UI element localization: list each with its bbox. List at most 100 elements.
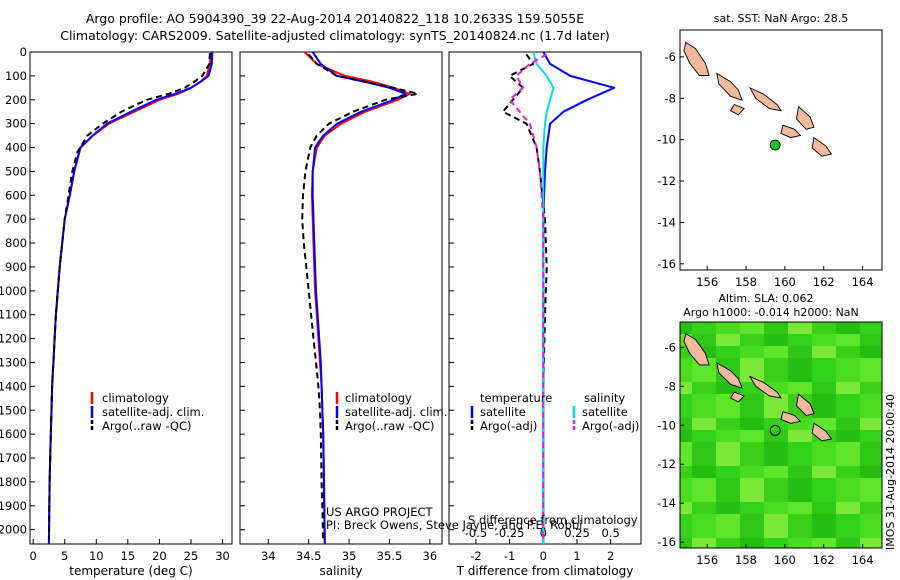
sla-cell — [680, 382, 692, 394]
sla-cell — [848, 322, 860, 334]
sla-cell — [860, 478, 872, 490]
sla-cell — [800, 346, 812, 358]
island-shape — [811, 422, 833, 442]
sla-cell — [860, 406, 872, 418]
sla-cell — [836, 370, 848, 382]
legend-label-satellite: satellite-adj. clim. — [345, 405, 447, 419]
island-shape — [811, 136, 833, 157]
island-shape — [716, 72, 743, 102]
sla-cell — [872, 442, 882, 454]
depth-tick-label: 500 — [5, 164, 27, 178]
imos-timestamp: IMOS 31-Aug-2014 20:00:40 — [884, 394, 897, 550]
sla-cell — [812, 526, 824, 538]
depth-tick-label: 2000 — [0, 523, 27, 537]
lat-tick-label: -12 — [657, 457, 676, 471]
depth-tick-label: 0 — [20, 45, 27, 59]
sla-cell — [788, 466, 800, 478]
sla-cell — [872, 418, 882, 430]
sla-cell — [728, 526, 740, 538]
difference-legend: temperature salinity satellite Argo(-adj… — [470, 391, 639, 433]
sla-cell — [872, 454, 882, 466]
sla-cell — [716, 394, 728, 406]
lat-tick-label: -10 — [657, 418, 676, 432]
sla-cell — [704, 334, 716, 346]
legend-label-argo: Argo(..raw -QC) — [345, 419, 435, 433]
sla-cell — [740, 406, 752, 418]
sla-cell — [800, 526, 812, 538]
sla-cell — [776, 490, 788, 502]
sla-cell — [692, 454, 704, 466]
sla-cell — [764, 538, 776, 548]
sla-cell — [812, 370, 824, 382]
x-tick-label: 2 — [607, 549, 614, 563]
sla-cell — [848, 382, 860, 394]
sla-cell — [704, 514, 716, 526]
sla-cell — [836, 430, 848, 442]
sla-cell — [836, 526, 848, 538]
sla-cell — [740, 370, 752, 382]
lon-tick-label: 156 — [696, 553, 718, 567]
sla-cell — [824, 526, 836, 538]
sla-cell — [788, 322, 800, 334]
island-shape — [748, 86, 782, 112]
difference-top-axis-label: S difference from climatology — [468, 513, 638, 527]
legend-label-satellite: satellite-adj. clim. — [102, 405, 204, 419]
sla-cell — [836, 538, 848, 548]
island-shape — [729, 391, 745, 403]
sla-cell — [860, 442, 872, 454]
legend-label-climatology: climatology — [102, 391, 169, 405]
sla-cell — [860, 490, 872, 502]
sla-cell — [860, 526, 872, 538]
depth-tick-label: 200 — [5, 93, 27, 107]
depth-tick-label: 100 — [5, 69, 27, 83]
sla-cell — [716, 334, 728, 346]
lat-tick-label: -16 — [657, 257, 676, 271]
legend-header-salinity: salinity — [584, 391, 625, 405]
sla-cell — [776, 526, 788, 538]
sla-cell — [692, 490, 704, 502]
depth-tick-label: 900 — [5, 260, 27, 274]
bottom-map-title-line2: Argo h1000: -0.014 h2000: NaN — [683, 306, 859, 319]
x-tick-label: 0 — [29, 549, 36, 563]
sla-cell — [848, 334, 860, 346]
sla-cell — [872, 478, 882, 490]
sla-cell — [800, 382, 812, 394]
sla-cell — [752, 406, 764, 418]
sla-cell — [872, 526, 882, 538]
sla-cell — [848, 526, 860, 538]
depth-tick-label: 1300 — [0, 355, 27, 369]
sla-cell — [692, 442, 704, 454]
sla-cell — [752, 538, 764, 548]
salinity-x-axis: 34 34.5 35 35.5 36 — [261, 539, 437, 563]
series-line-argo-raw-qc- — [301, 53, 419, 540]
sla-cell — [752, 358, 764, 370]
sla-cell — [872, 514, 882, 526]
sla-cell — [716, 418, 728, 430]
sla-cell — [812, 382, 824, 394]
sla-cell — [848, 394, 860, 406]
sla-cell — [824, 442, 836, 454]
sla-cell — [740, 514, 752, 526]
sla-cell — [872, 370, 882, 382]
sla-cell — [776, 346, 788, 358]
series-line-climatology — [47, 51, 213, 545]
sla-cell — [788, 538, 800, 548]
sla-cell — [824, 406, 836, 418]
sla-cell — [764, 322, 776, 334]
sla-cell — [716, 466, 728, 478]
sla-cell — [824, 502, 836, 514]
sla-cell — [680, 370, 692, 382]
depth-tick-label: 600 — [5, 188, 27, 202]
sla-cell — [812, 406, 824, 418]
sla-cell — [704, 466, 716, 478]
sla-cell — [836, 466, 848, 478]
lat-tick-label: -8 — [665, 379, 676, 393]
sla-cell — [788, 514, 800, 526]
top-x-tick-label: 0.25 — [564, 526, 590, 540]
sla-cell — [812, 394, 824, 406]
sla-cell — [776, 370, 788, 382]
sla-cell — [728, 478, 740, 490]
sla-cell — [860, 382, 872, 394]
sla-cell — [764, 514, 776, 526]
